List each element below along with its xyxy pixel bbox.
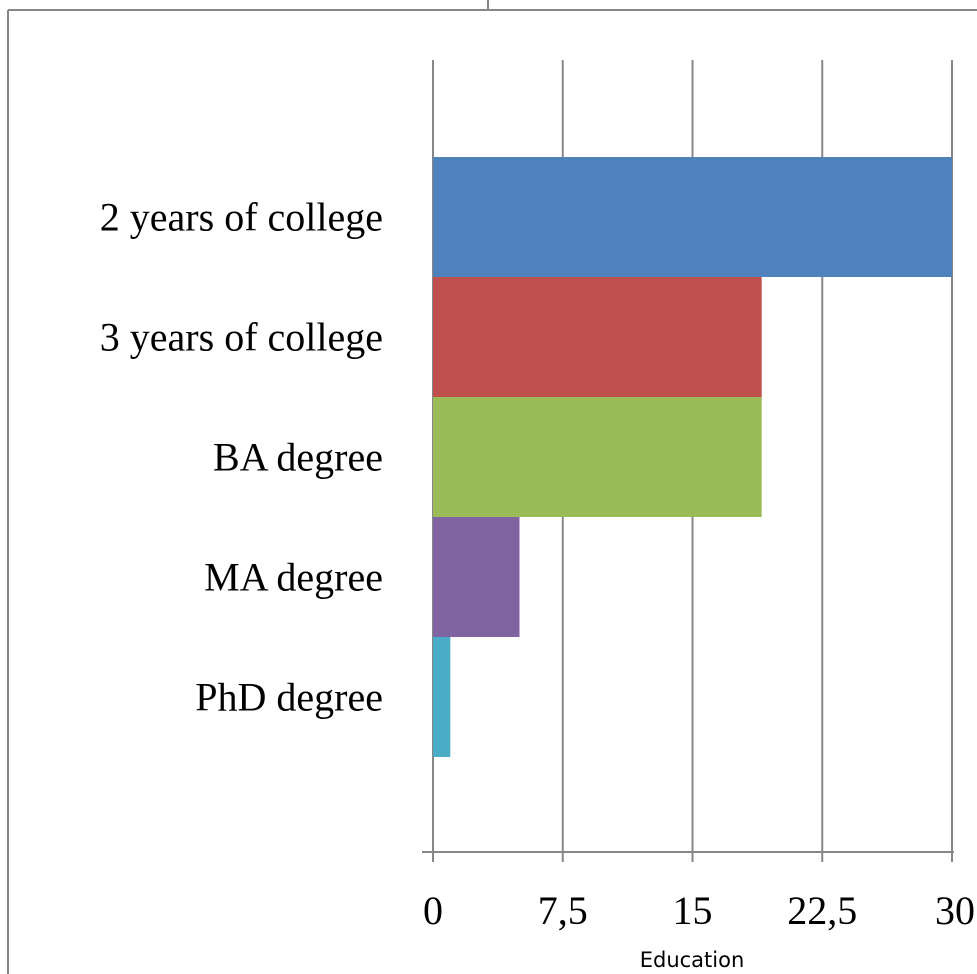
category-label-1: 3 years of college — [100, 315, 383, 360]
bar-4 — [433, 637, 451, 757]
x-tick-label-1: 7,5 — [538, 888, 588, 933]
x-tick-labels: 0 7,5 15 22,5 30 — [423, 888, 975, 933]
x-tick-label-2: 15 — [673, 888, 713, 933]
x-tick-label-4: 30 — [935, 888, 975, 933]
category-label-4: PhD degree — [195, 675, 383, 720]
category-labels: 2 years of college 3 years of college BA d… — [100, 195, 383, 720]
bar-1 — [433, 277, 762, 397]
bar-2 — [433, 397, 762, 517]
x-tick-label-0: 0 — [423, 888, 443, 933]
x-axis — [422, 851, 954, 862]
category-label-2: BA degree — [213, 435, 383, 480]
bars — [433, 157, 952, 757]
x-axis-title: Education — [640, 948, 745, 972]
x-tick-label-3: 22,5 — [787, 888, 857, 933]
category-label-3: MA degree — [204, 555, 383, 600]
bar-3 — [433, 517, 520, 637]
category-label-0: 2 years of college — [100, 195, 383, 240]
bar-0 — [433, 157, 952, 277]
chart-frame — [7, 0, 977, 974]
